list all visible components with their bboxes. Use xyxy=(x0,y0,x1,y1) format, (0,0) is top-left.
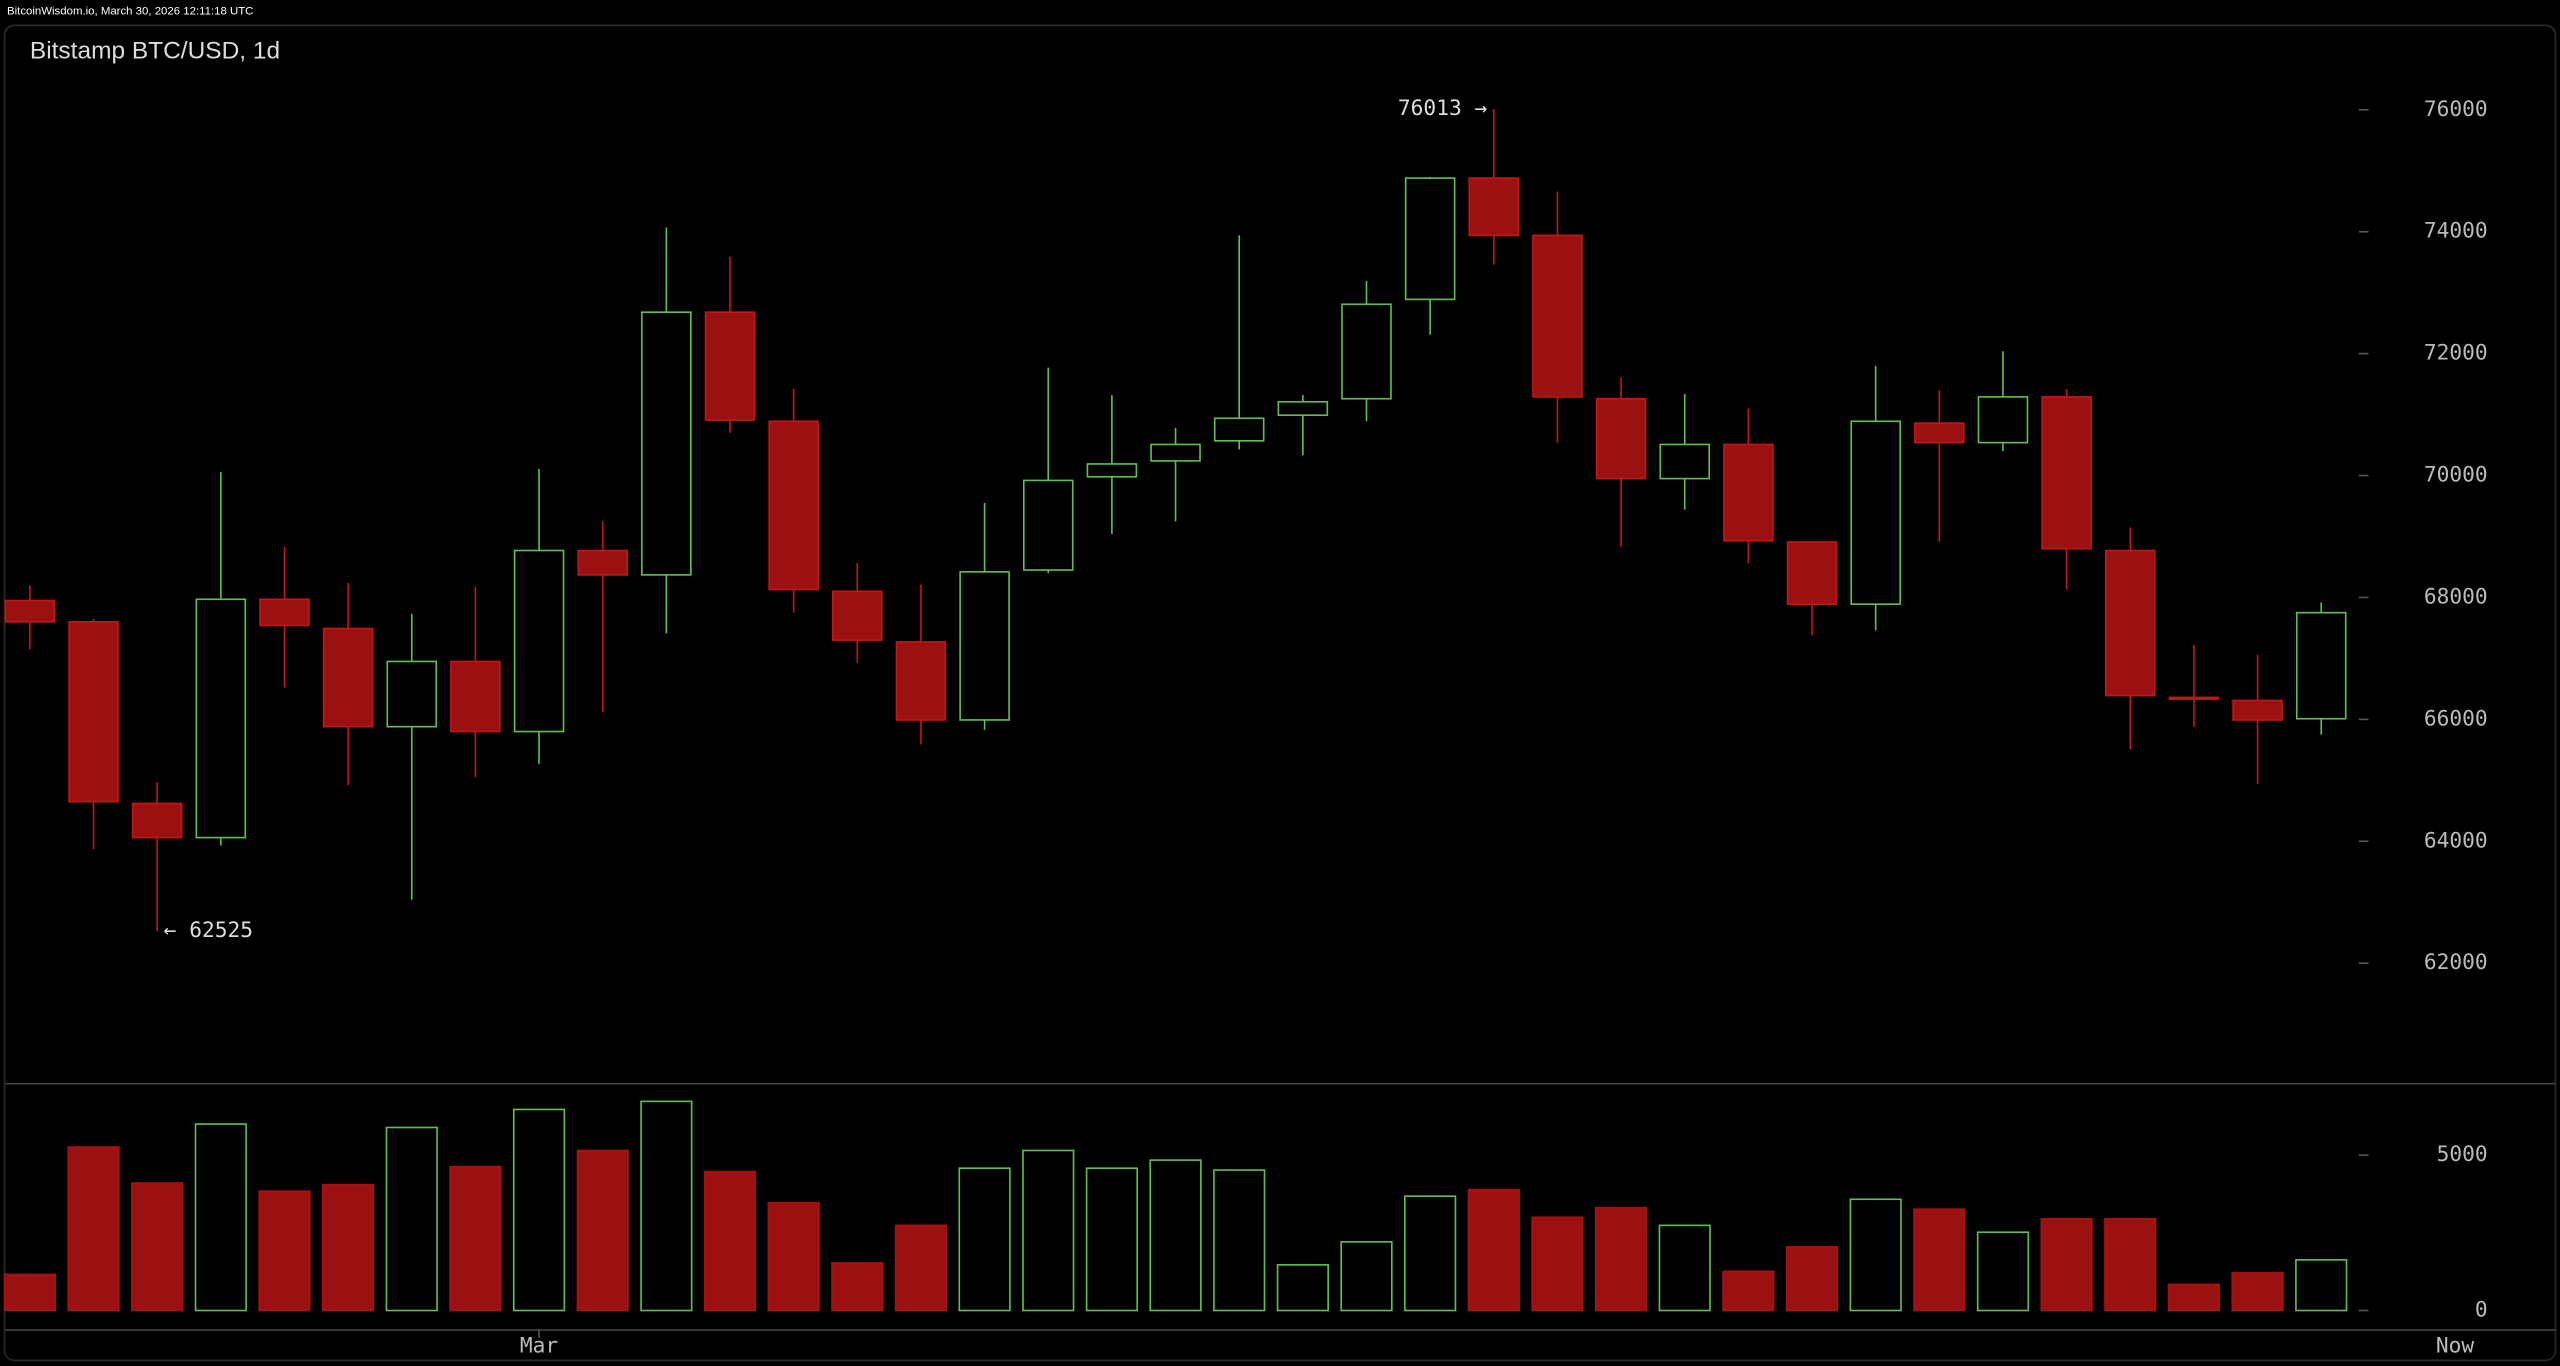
candle-body xyxy=(322,627,374,728)
candle-body xyxy=(1532,234,1583,398)
chart-title: Bitstamp BTC/USD, 1d xyxy=(30,38,280,65)
candle-body xyxy=(450,660,501,733)
candle-body xyxy=(895,641,947,721)
candle-body xyxy=(1468,177,1520,237)
volume-bar xyxy=(385,1126,438,1312)
candle-body xyxy=(1786,541,1838,605)
candle-body xyxy=(2232,699,2283,721)
volume-bar xyxy=(3,1273,56,1312)
y-tick-label: 62000 xyxy=(2424,950,2488,975)
y-tick-label: 70000 xyxy=(2424,463,2488,488)
candle-body xyxy=(259,598,310,627)
volume-bar xyxy=(576,1149,629,1312)
candle-body xyxy=(131,802,183,839)
y-tick-label: 74000 xyxy=(2424,219,2488,244)
volume-bar xyxy=(2104,1218,2157,1312)
candle-body xyxy=(1150,443,1201,462)
volume-bar xyxy=(194,1123,247,1312)
candle-body xyxy=(1977,396,2029,444)
volume-bar xyxy=(1022,1149,1075,1312)
volume-bar xyxy=(831,1262,884,1312)
candle-body xyxy=(2041,396,2092,550)
header: BitcoinWisdom.io, March 30, 2026 12:11:1… xyxy=(7,5,253,17)
candle-body xyxy=(577,549,629,576)
candle-body xyxy=(959,571,1010,721)
candle-body xyxy=(1850,420,1901,605)
candle-body xyxy=(1086,463,1138,478)
volume-bar xyxy=(958,1167,1011,1312)
candle-body xyxy=(2168,696,2220,700)
candle-body xyxy=(513,549,565,733)
candle-body xyxy=(1277,400,1329,417)
candle-body xyxy=(195,598,247,839)
volume-bar xyxy=(322,1183,375,1312)
y-tick-label: 0 xyxy=(2475,1298,2488,1323)
volume-bar xyxy=(1785,1245,1839,1312)
candle-body xyxy=(1914,422,1965,444)
volume-bar xyxy=(1594,1206,1648,1312)
volume-bar xyxy=(512,1108,566,1312)
candle-body xyxy=(1341,303,1392,400)
now-label: Now xyxy=(2436,1333,2475,1358)
candle-body xyxy=(1723,443,1774,542)
y-tick-label: 72000 xyxy=(2424,341,2488,366)
volume-bar xyxy=(449,1165,502,1312)
x-tick-label: Mar xyxy=(520,1333,558,1358)
volume-bar xyxy=(2231,1272,2284,1312)
volume-bar xyxy=(894,1224,948,1312)
candle-body xyxy=(704,311,756,421)
volume-bar xyxy=(640,1100,693,1312)
volume-bar xyxy=(1531,1216,1584,1312)
candle-body xyxy=(1595,397,1647,480)
candle-body xyxy=(4,599,56,623)
candle-body xyxy=(2104,549,2156,697)
y-tick-label: 76000 xyxy=(2424,97,2488,122)
candle-body xyxy=(832,590,883,641)
volume-bar xyxy=(1213,1169,1266,1312)
y-tick-label: 5000 xyxy=(2437,1142,2488,1167)
volume-bar xyxy=(67,1146,120,1312)
volume-bar xyxy=(1913,1208,1966,1312)
candle-body xyxy=(1404,177,1456,301)
volume-bar xyxy=(1085,1167,1139,1312)
volume-bar xyxy=(767,1201,820,1312)
candle-body xyxy=(2295,611,2347,720)
volume-bar xyxy=(703,1170,757,1312)
max-annotation: 76013 → xyxy=(1398,96,1488,121)
volume-bar xyxy=(2167,1283,2221,1312)
volume-bar xyxy=(2295,1259,2348,1312)
volume-bar xyxy=(1276,1264,1329,1312)
volume-bar xyxy=(1849,1198,1902,1312)
y-tick-label: 68000 xyxy=(2424,584,2488,609)
candle-body xyxy=(68,621,119,803)
min-annotation: ← 62525 xyxy=(164,918,253,943)
candle-body xyxy=(641,311,692,576)
candle-body xyxy=(1213,417,1265,442)
candle-body xyxy=(386,660,438,728)
volume-bar xyxy=(1658,1224,1711,1312)
volume-bar xyxy=(1404,1195,1457,1312)
volume-bar xyxy=(2040,1218,2093,1312)
volume-bar xyxy=(258,1190,311,1312)
volume-bar xyxy=(1722,1270,1775,1312)
volume-bar xyxy=(1340,1241,1393,1312)
volume-bar xyxy=(1976,1231,2030,1312)
volume-bar xyxy=(1149,1159,1202,1312)
y-tick-label: 64000 xyxy=(2424,828,2488,853)
volume-bar xyxy=(1467,1188,1520,1312)
candle-body xyxy=(1659,443,1711,480)
candle-body xyxy=(1022,479,1074,571)
candle-body xyxy=(768,420,819,591)
volume-bar xyxy=(131,1182,184,1312)
y-tick-label: 66000 xyxy=(2424,706,2488,731)
